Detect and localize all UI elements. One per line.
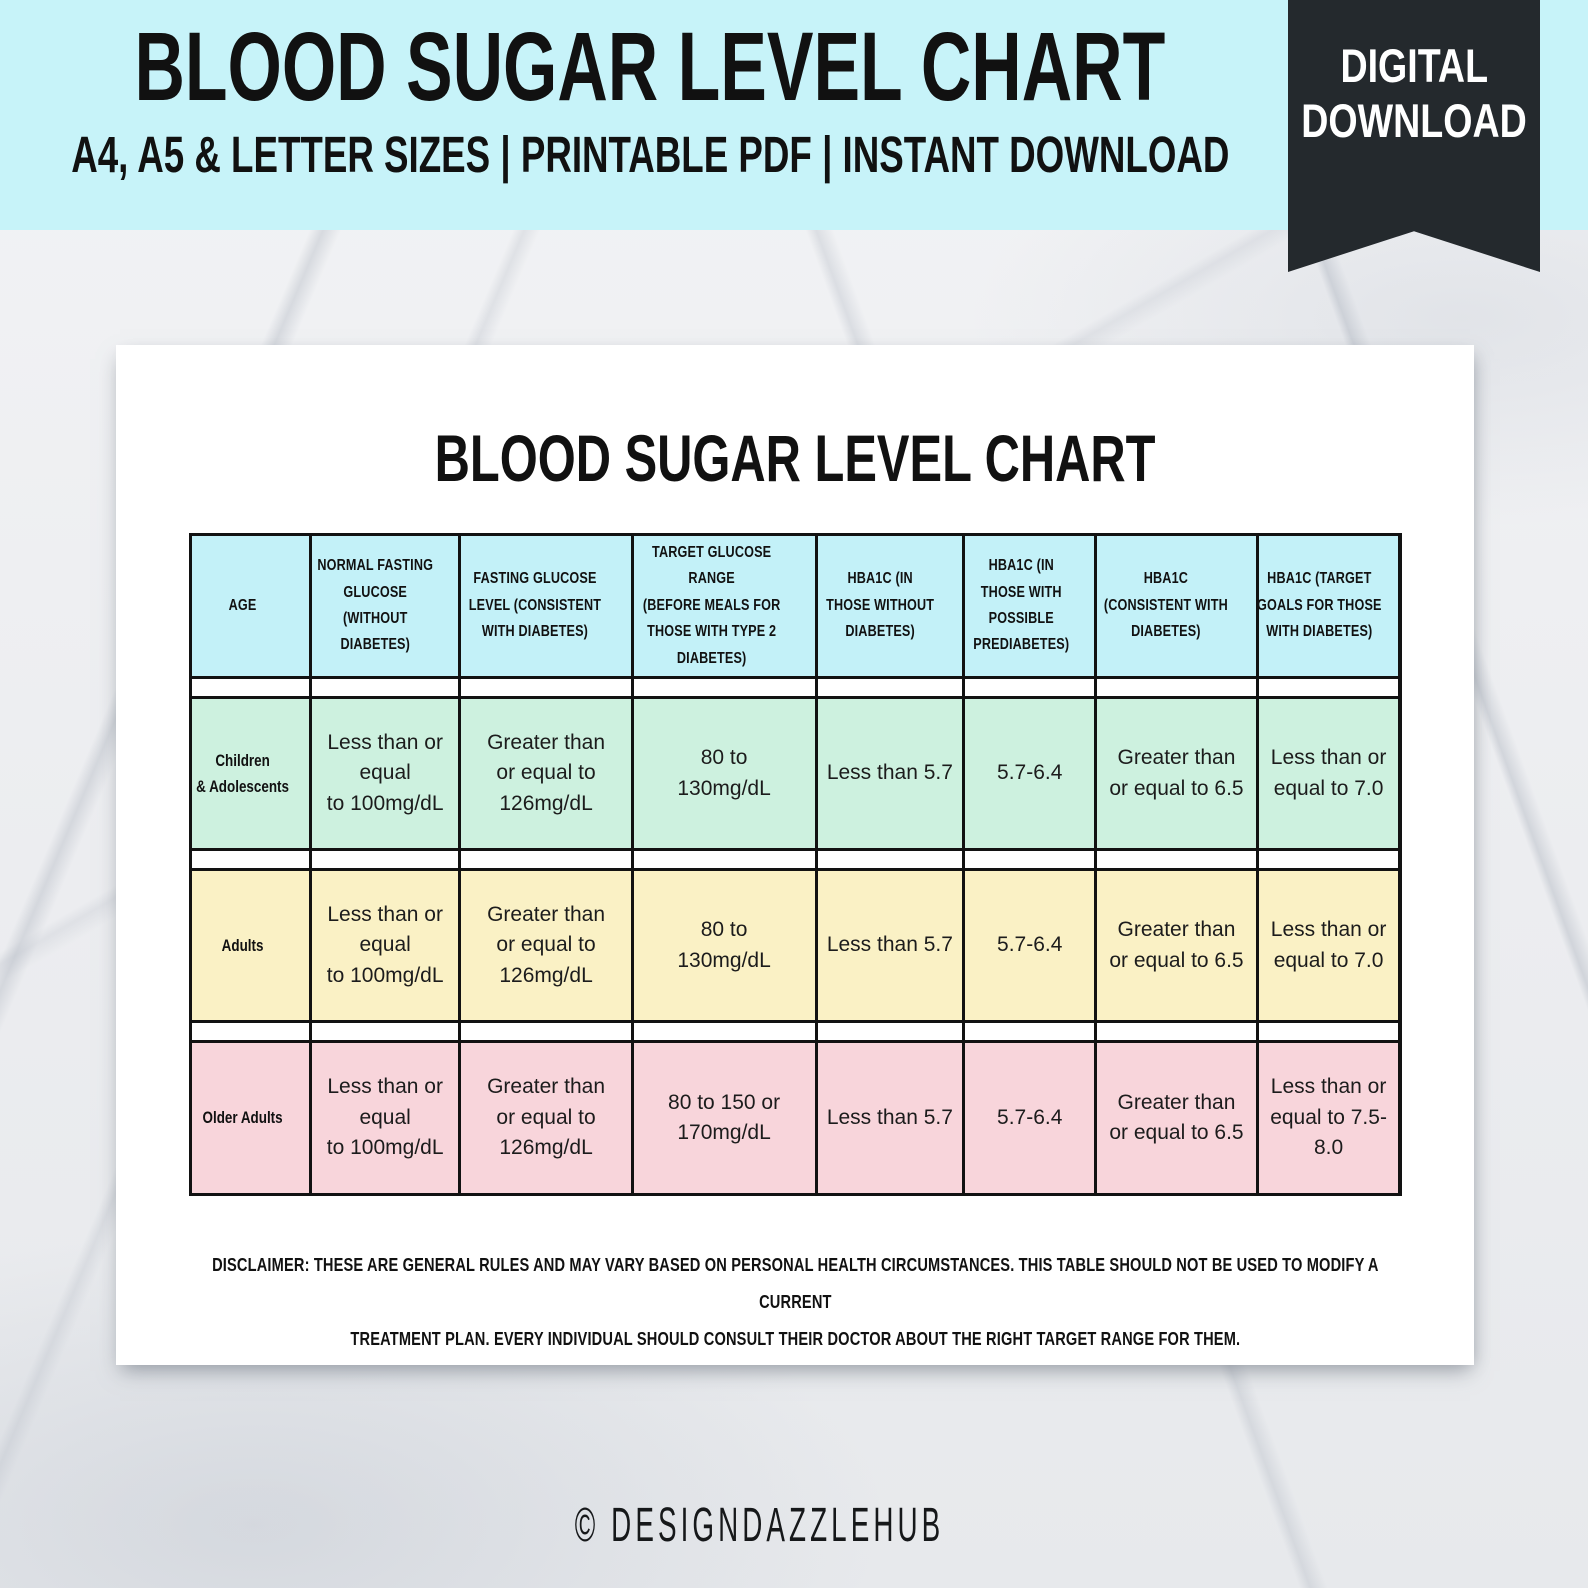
spacer-cell: [965, 679, 1095, 696]
header-cell: AGE: [191, 536, 309, 676]
page-title: BLOOD SUGAR LEVEL CHART: [434, 421, 1156, 495]
row-label: Adults: [191, 871, 309, 1020]
ribbon-line-2: DOWNLOAD: [1301, 94, 1527, 148]
spacer-cell: [817, 679, 963, 696]
spacer-cell: [1258, 851, 1399, 868]
spacer-cell: [311, 679, 459, 696]
table-cell: Greater than or equal to 126mg/dL: [461, 699, 631, 848]
row-label: Older Adults: [191, 1043, 309, 1193]
table-cell: Less than 5.7: [817, 1043, 963, 1193]
spacer-cell: [1097, 851, 1256, 868]
spacer-cell: [817, 851, 963, 868]
table-cell: Greater than or equal to 126mg/dL: [461, 871, 631, 1020]
spacer-cell: [461, 851, 631, 868]
spacer-cell: [191, 679, 309, 696]
table-cell: 5.7-6.4: [965, 699, 1095, 848]
ribbon-line-1: DIGITAL: [1340, 39, 1488, 92]
header-cell: HBA1C (CONSISTENT WITH DIABETES): [1097, 536, 1256, 676]
table-cell: Less than 5.7: [817, 871, 963, 1020]
table-cell: 80 to 150 or 170mg/dL: [633, 1043, 815, 1193]
spacer-cell: [461, 679, 631, 696]
header-cell: NORMAL FASTING GLUCOSE (WITHOUT DIABETES…: [311, 536, 459, 676]
table-cell: Greater than or equal to 6.5: [1097, 699, 1256, 848]
table-cell: 80 to 130mg/dL: [633, 699, 815, 848]
table-cell: Less than 5.7: [817, 699, 963, 848]
table-cell: Greater than or equal to 6.5: [1097, 871, 1256, 1020]
spacer-cell: [633, 1023, 815, 1040]
spacer-cell: [311, 1023, 459, 1040]
table-cell: 5.7-6.4: [965, 1043, 1095, 1193]
spacer-cell: [1258, 679, 1399, 696]
brand-credit: © DESIGNDAZZLEHUB: [575, 1499, 945, 1552]
header-cell: HBA1C (IN THOSE WITHOUT DIABETES): [817, 536, 963, 676]
table-cell: Less than or equal to 7.0: [1258, 699, 1399, 848]
banner-content: BLOOD SUGAR LEVEL CHART A4, A5 & LETTER …: [0, 0, 1300, 230]
spacer-cell: [633, 851, 815, 868]
table-cell: Less than or equal to 100mg/dL: [311, 1043, 459, 1193]
spacer-cell: [311, 851, 459, 868]
table-cell: 80 to 130mg/dL: [633, 871, 815, 1020]
table-cell: Less than or equal to 100mg/dL: [311, 699, 459, 848]
digital-download-ribbon: DIGITAL DOWNLOAD: [1288, 0, 1540, 272]
banner-subtitle: A4, A5 & LETTER SIZES | PRINTABLE PDF | …: [70, 126, 1230, 183]
blood-sugar-table: AGE NORMAL FASTING GLUCOSE (WITHOUT DIABE…: [188, 533, 1402, 1196]
table-cell: Less than or equal to 7.5- 8.0: [1258, 1043, 1399, 1193]
header-cell: HBA1C (IN THOSE WITH POSSIBLE PREDIABETE…: [965, 536, 1095, 676]
spacer-cell: [633, 679, 815, 696]
banner-title: BLOOD SUGAR LEVEL CHART: [134, 12, 1166, 121]
spacer-cell: [191, 851, 309, 868]
table-cell: Greater than or equal to 6.5: [1097, 1043, 1256, 1193]
header-cell: FASTING GLUCOSE LEVEL (CONSISTENT WITH D…: [461, 536, 631, 676]
spacer-cell: [965, 1023, 1095, 1040]
table-cell: Less than or equal to 7.0: [1258, 871, 1399, 1020]
header-cell: TARGET GLUCOSE RANGE (BEFORE MEALS FOR T…: [633, 536, 815, 676]
disclaimer-text: DISCLAIMER: THESE ARE GENERAL RULES AND …: [211, 1254, 1379, 1349]
table-cell: Greater than or equal to 126mg/dL: [461, 1043, 631, 1193]
spacer-cell: [191, 1023, 309, 1040]
spacer-cell: [1097, 679, 1256, 696]
spacer-cell: [1097, 1023, 1256, 1040]
spacer-cell: [1258, 1023, 1399, 1040]
spacer-cell: [461, 1023, 631, 1040]
header-cell: HBA1C (TARGET GOALS FOR THOSE WITH DIABE…: [1258, 536, 1399, 676]
table-cell: 5.7-6.4: [965, 871, 1095, 1020]
spacer-cell: [817, 1023, 963, 1040]
table-cell: Less than or equal to 100mg/dL: [311, 871, 459, 1020]
row-label: Children & Adolescents: [191, 699, 309, 848]
spacer-cell: [965, 851, 1095, 868]
document-page: BLOOD SUGAR LEVEL CHART AGE NORMAL FASTIN…: [116, 345, 1474, 1365]
